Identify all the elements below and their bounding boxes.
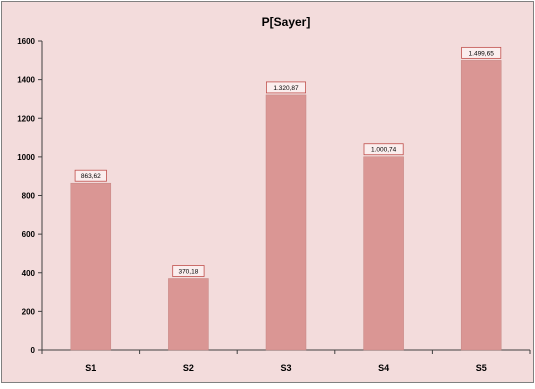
- data-label-box: [363, 143, 404, 156]
- data-label: 1.499,65: [469, 50, 495, 57]
- y-tick-label: 800: [22, 192, 36, 201]
- data-label: 370,18: [178, 269, 198, 276]
- y-tick-label: 400: [22, 269, 36, 278]
- bar-series: [70, 60, 502, 351]
- bar: [265, 94, 307, 351]
- data-label-box: [74, 169, 107, 182]
- data-label: 1.000,74: [371, 147, 397, 154]
- x-category-label: S5: [476, 363, 487, 373]
- y-tick-label: 1600: [17, 37, 35, 46]
- bar: [168, 278, 209, 351]
- y-tick-label: 1000: [17, 153, 35, 162]
- chart-title: P[Sayer]: [262, 15, 311, 29]
- y-tick-label: 600: [22, 230, 36, 239]
- bar: [70, 182, 112, 351]
- x-category-label: S3: [280, 363, 291, 373]
- x-category-label: S4: [378, 363, 389, 373]
- bar: [460, 60, 502, 351]
- y-tick-label: 0: [31, 346, 36, 355]
- data-label: 863,62: [81, 173, 101, 180]
- y-tick-label: 200: [22, 307, 36, 316]
- bar: [363, 156, 404, 351]
- data-label: 1.320,87: [273, 85, 299, 92]
- x-category-label: S1: [85, 363, 96, 373]
- x-category-label: S2: [183, 363, 194, 373]
- y-tick-label: 1200: [17, 114, 35, 123]
- data-label-box: [461, 46, 502, 59]
- y-axis: 0 200 400 600 800 1000 1200 1400 1600: [17, 37, 43, 355]
- data-labels: 863,62 370,18 1.320,87 1.000,74 1.499,65: [74, 46, 502, 277]
- data-label-box: [265, 81, 306, 94]
- y-tick-label: 1400: [17, 76, 35, 85]
- data-label-box: [172, 265, 205, 277]
